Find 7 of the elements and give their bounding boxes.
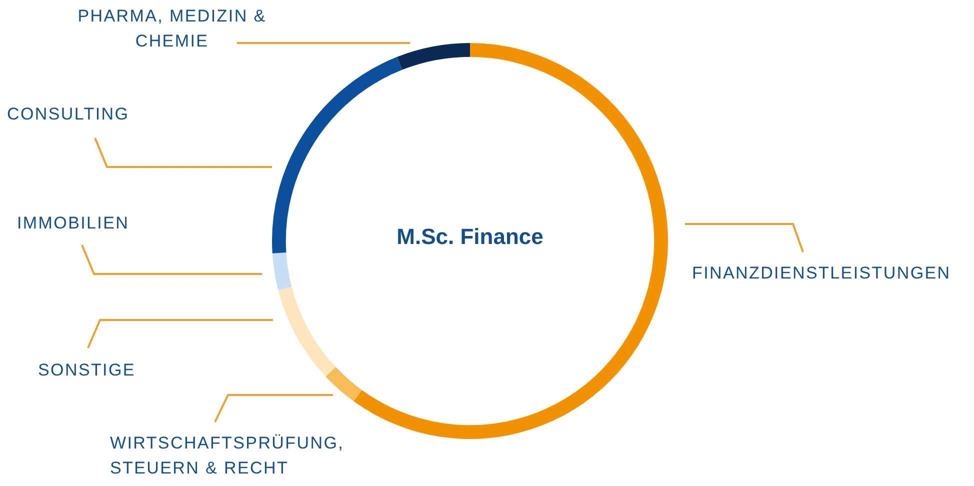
slice-label: WIRTSCHAFTSPRÜFUNG, STEUERN & RECHT: [110, 434, 344, 478]
slice-label: SONSTIGE: [38, 360, 136, 380]
slice-label: FINANZDIENSTLEISTUNGEN: [692, 264, 951, 283]
text: M.Sc. Finance: [396, 224, 544, 250]
slice-label: CONSULTING: [7, 104, 130, 124]
slice-label: IMMOBILIEN: [17, 214, 130, 233]
slice-label: PHARMA, MEDIZIN & CHEMIE: [78, 6, 266, 51]
